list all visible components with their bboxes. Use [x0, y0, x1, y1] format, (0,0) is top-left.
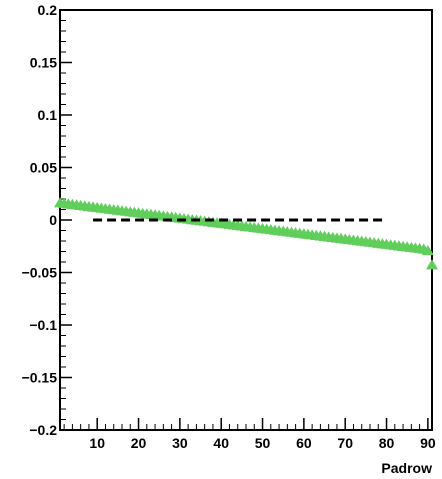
x-tick-label: 70	[337, 435, 353, 451]
x-tick-label: 20	[131, 435, 147, 451]
tick-marks	[60, 9, 429, 431]
data-point-triangle	[426, 259, 438, 270]
x-tick-label: 90	[420, 435, 436, 451]
y-tick-label: 0	[49, 212, 57, 228]
y-tick-label: 0.05	[30, 160, 57, 176]
y-tick-label: −0.15	[22, 370, 58, 386]
data-series	[54, 197, 438, 270]
y-tick-label: −0.2	[29, 422, 57, 438]
x-axis-label: Padrow	[381, 460, 432, 476]
y-tick-label: −0.1	[29, 317, 57, 333]
x-tick-label: 80	[379, 435, 395, 451]
x-tick-label: 40	[213, 435, 229, 451]
x-tick-label: 50	[255, 435, 271, 451]
y-tick-label: 0.1	[38, 107, 58, 123]
y-tick-label: 0.2	[38, 2, 58, 18]
data-point-triangle	[421, 244, 434, 256]
x-tick-label: 60	[296, 435, 312, 451]
tick-labels: −0.2 −0.15 −0.1 −0.05 0 0.05 0.1 0.15 0.2 10 20 30 4…	[22, 2, 436, 451]
x-tick-label: 30	[172, 435, 188, 451]
x-tick-label: 10	[89, 435, 105, 451]
y-tick-label: −0.05	[22, 265, 58, 281]
y-tick-label: 0.15	[30, 55, 57, 71]
